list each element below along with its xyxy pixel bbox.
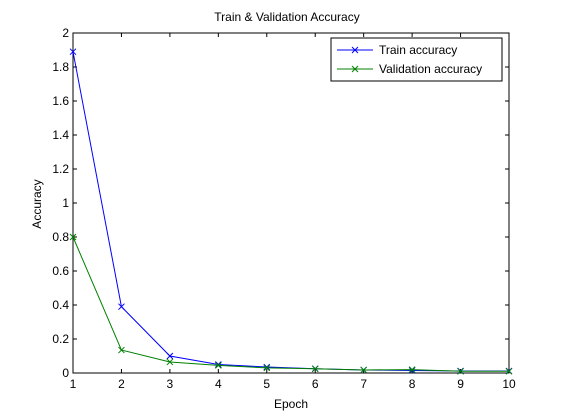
x-tick-label: 8: [409, 377, 416, 391]
x-tick-label: 2: [118, 377, 125, 391]
data-point-marker: [360, 366, 368, 374]
y-tick-label: 1: [62, 196, 69, 210]
legend-marker: [351, 65, 359, 73]
y-tick-label: 0.8: [52, 230, 69, 244]
legend-marker: [351, 46, 359, 54]
x-tick-label: 10: [502, 377, 516, 391]
data-point-marker: [311, 365, 319, 373]
data-point-marker: [263, 364, 271, 372]
x-tick-label: 6: [312, 377, 319, 391]
y-tick-label: 1.2: [52, 162, 69, 176]
legend-label: Validation accuracy: [379, 62, 482, 76]
x-tick-label: 7: [360, 377, 367, 391]
y-tick-label: 1.8: [52, 60, 69, 74]
data-point-marker: [118, 303, 125, 311]
data-point-marker: [408, 367, 416, 374]
data-point-marker: [505, 367, 513, 375]
y-tick-label: 0.4: [52, 298, 69, 312]
data-point-marker: [166, 358, 174, 366]
x-tick-label: 5: [263, 377, 270, 391]
axes: [72, 32, 510, 374]
series-line: [72, 236, 509, 372]
y-tick-label: 1.6: [52, 94, 69, 108]
data-point-marker: [263, 363, 271, 371]
data-point-marker: [214, 361, 222, 369]
y-tick-label: 0.2: [52, 332, 69, 346]
y-axis-label: Accuracy: [30, 179, 44, 228]
legend-label: Train accuracy: [379, 43, 457, 57]
chart-title: Train & Validation Accuracy: [214, 10, 359, 24]
legend-box: [330, 37, 503, 82]
plot-frame: [72, 32, 510, 374]
data-point-marker: [408, 366, 416, 373]
x-tick-label: 1: [70, 377, 77, 391]
data-series: [69, 48, 513, 375]
series-validation: [69, 233, 513, 375]
x-tick-label: 3: [167, 377, 174, 391]
x-axis-label: Epoch: [274, 397, 308, 411]
data-point-marker: [214, 361, 222, 368]
x-tick-label: 4: [215, 377, 222, 391]
y-tick-label: 2: [62, 26, 69, 40]
y-tick-label: 1.4: [52, 128, 69, 142]
y-tick-label: 0: [62, 366, 69, 380]
legend-item: Validation accuracy: [337, 62, 482, 76]
legend-item: Train accuracy: [337, 43, 457, 57]
data-point-marker: [118, 346, 125, 354]
x-tick-label: 9: [457, 377, 464, 391]
data-point-marker: [166, 352, 174, 360]
data-point-marker: [69, 233, 77, 241]
data-point-marker: [69, 48, 77, 56]
data-point-marker: [457, 367, 464, 375]
legend: Train accuracy Validation accuracy: [330, 37, 503, 82]
axis-ticks: 1 2 3 4 5 6 7 8 9 10 0 0.2 0.4 0.6 0.8 1 1.2 1.4 1.6 1.8 2: [52, 26, 516, 391]
y-tick-label: 0.6: [52, 264, 69, 278]
